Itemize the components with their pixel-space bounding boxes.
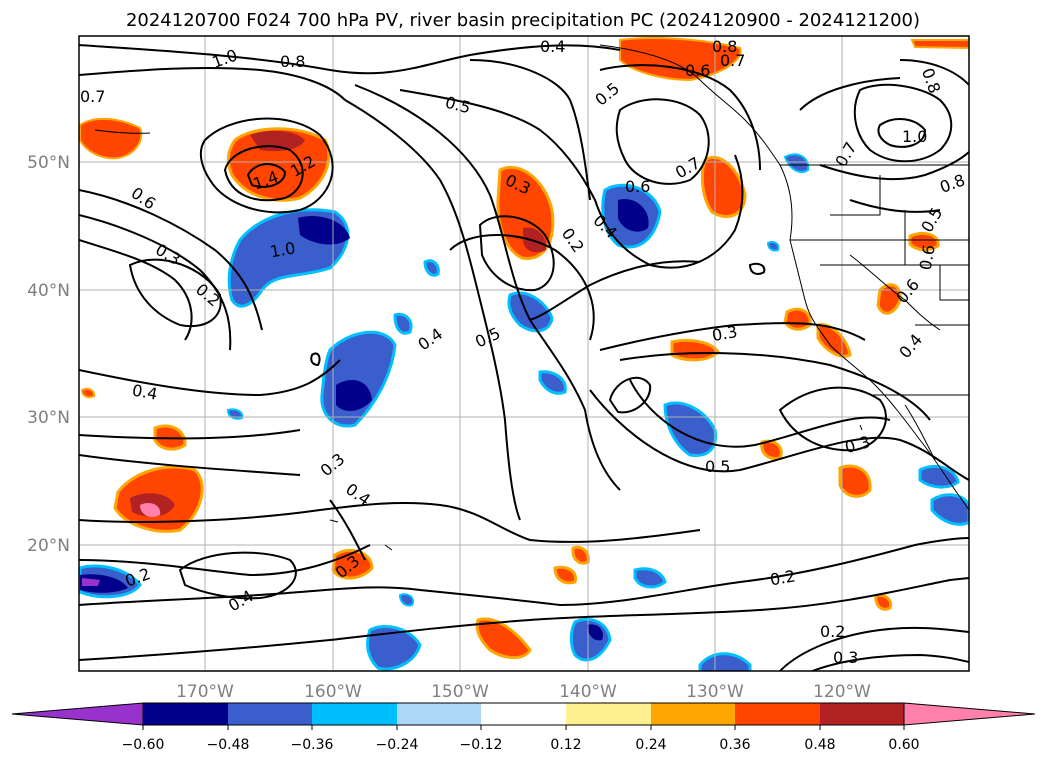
contour-label: 0.4	[131, 381, 159, 404]
lon-tick-label: 160°W	[304, 682, 362, 702]
colorbar-ticks	[142, 725, 905, 730]
colorbar-max-extension	[903, 702, 1036, 726]
coastlines	[94, 44, 969, 551]
contour-label: 0.6	[685, 61, 710, 80]
colorbar-tick-label: −0.12	[460, 737, 503, 753]
longitude-tick-labels: 170°W 160°W 150°W 140°W 130°W 120°W	[176, 682, 871, 702]
contour-label: 0.3	[710, 322, 738, 345]
contour-label: 0.7	[720, 51, 745, 70]
colorbar-tick-label: 0.36	[719, 737, 750, 753]
colorbar-tick-label: −0.60	[122, 737, 165, 753]
contour-label: 1.0	[268, 238, 296, 261]
pv-contours	[79, 44, 969, 671]
colorbar-tick-label: 0.24	[635, 737, 666, 753]
colorbar: −0.60 −0.48 −0.36 −0.24 −0.12 0.12 0.24 …	[11, 702, 1036, 753]
colorbar-tick-label: −0.24	[376, 737, 419, 753]
lat-tick-label: 30°N	[27, 408, 70, 428]
contour-label: 1.0	[902, 127, 927, 146]
contour-label: 0.3	[833, 648, 858, 667]
contour-label: 0.2	[820, 622, 845, 641]
colorbar-segment	[820, 703, 904, 725]
colorbar-tick-label: −0.48	[207, 737, 250, 753]
contour-label: 0.2	[768, 566, 796, 589]
colorbar-tick-label: 0.48	[804, 737, 835, 753]
colorbar-segment	[651, 703, 735, 725]
colorbar-segment	[312, 703, 397, 725]
contour-label: 0.6	[625, 177, 650, 196]
map-frame	[78, 35, 970, 672]
contour-label: 0.5	[705, 457, 730, 476]
contour-label: 0.7	[80, 87, 105, 106]
lon-tick-label: 140°W	[559, 682, 617, 702]
contour-label: 0.8	[712, 37, 737, 56]
colorbar-segment	[143, 703, 228, 725]
map-area: 1.0 0.8 0.7 0.4 0.8 0.7 0.6 0.5 0.5 0.7 …	[79, 36, 969, 671]
contour-label: 0.6	[916, 243, 939, 271]
map-title: 2024120700 F024 700 hPa PV, river basin …	[126, 10, 920, 31]
colorbar-tick-label: 0.60	[888, 737, 919, 753]
colorbar-segment	[735, 703, 820, 725]
colorbar-segment	[566, 703, 651, 725]
colorbar-min-extension	[11, 702, 144, 726]
lon-tick-label: 170°W	[176, 682, 234, 702]
colorbar-tick-label: 0.12	[550, 737, 581, 753]
lat-tick-label: 50°N	[27, 153, 70, 173]
lat-tick-label: 20°N	[27, 536, 70, 556]
colorbar-segment	[397, 703, 481, 725]
contour-label: 0.8	[280, 52, 305, 71]
latitude-tick-labels: 50°N 40°N 30°N 20°N	[27, 153, 70, 556]
colorbar-segment	[228, 703, 312, 725]
colorbar-tick-label: −0.36	[291, 737, 334, 753]
lon-tick-label: 150°W	[431, 682, 489, 702]
lat-tick-label: 40°N	[27, 281, 70, 301]
lon-tick-label: 120°W	[813, 682, 871, 702]
colorbar-segment	[481, 703, 566, 725]
lon-tick-label: 130°W	[686, 682, 744, 702]
contour-label: 0.4	[540, 37, 565, 56]
